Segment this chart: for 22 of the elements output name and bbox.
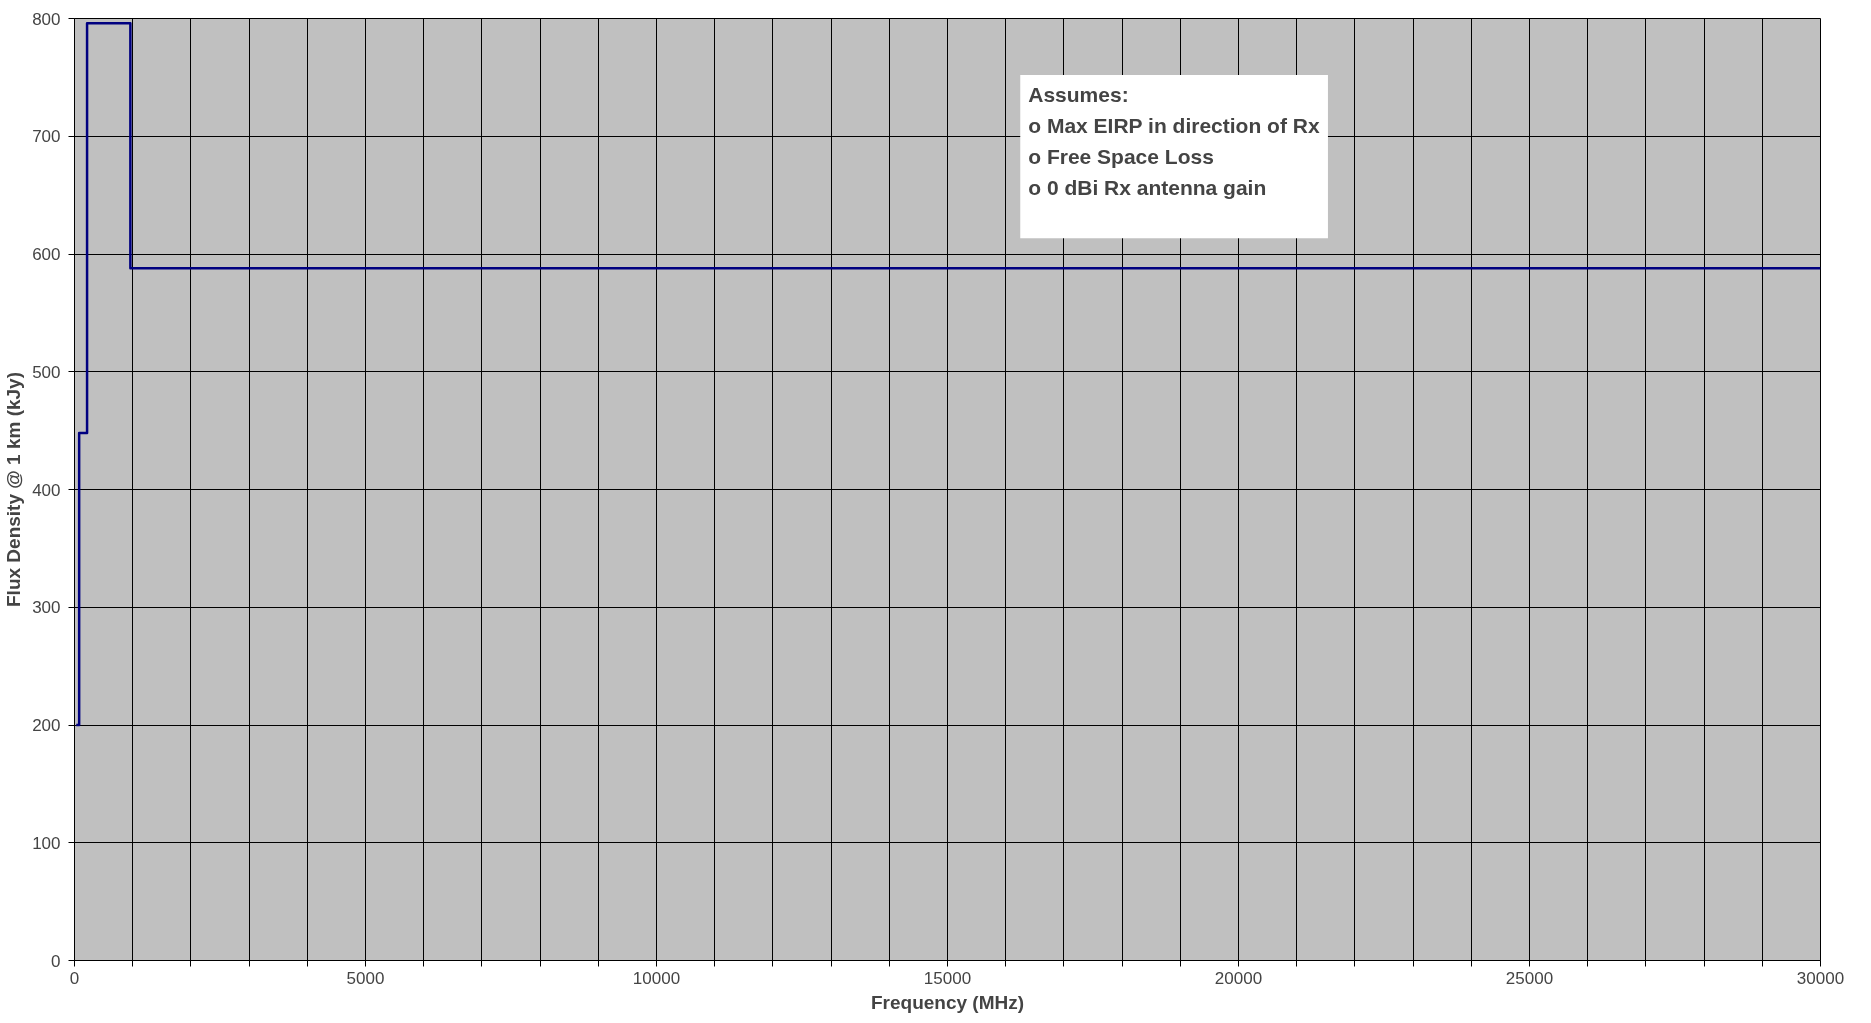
y-tick-label: 600 bbox=[32, 245, 61, 264]
y-tick-label: 500 bbox=[32, 362, 61, 382]
y-tick-label: 200 bbox=[32, 716, 61, 735]
y-tick-label: 800 bbox=[32, 9, 61, 29]
y-tick-label: 0 bbox=[51, 951, 61, 971]
x-axis-title: Frequency (MHz) bbox=[870, 991, 1025, 1013]
x-tick-label: 10000 bbox=[632, 968, 681, 988]
y-tick-label: 300 bbox=[32, 598, 61, 618]
annotation: Assumes: bbox=[1028, 83, 1129, 107]
annotation: o Free Space Loss bbox=[1028, 145, 1214, 169]
x-tick-label: 0 bbox=[69, 968, 80, 988]
x-tick-label: 30000 bbox=[1796, 968, 1845, 988]
annotation: o 0 dBi Rx antenna gain bbox=[1028, 176, 1267, 200]
x-tick-label: 20000 bbox=[1214, 968, 1263, 988]
x-tick-label: 25000 bbox=[1505, 968, 1554, 988]
y-axis-title: Flux Density @ 1 km (kJy) bbox=[3, 372, 25, 607]
x-tick-label: 5000 bbox=[346, 968, 385, 988]
y-tick-label: 400 bbox=[32, 480, 61, 500]
y-tick-label: 100 bbox=[32, 833, 61, 853]
annotation: o Max EIRP in direction of Rx bbox=[1028, 114, 1320, 138]
x-tick-label: 15000 bbox=[923, 968, 972, 988]
y-tick-label: 700 bbox=[32, 127, 61, 147]
